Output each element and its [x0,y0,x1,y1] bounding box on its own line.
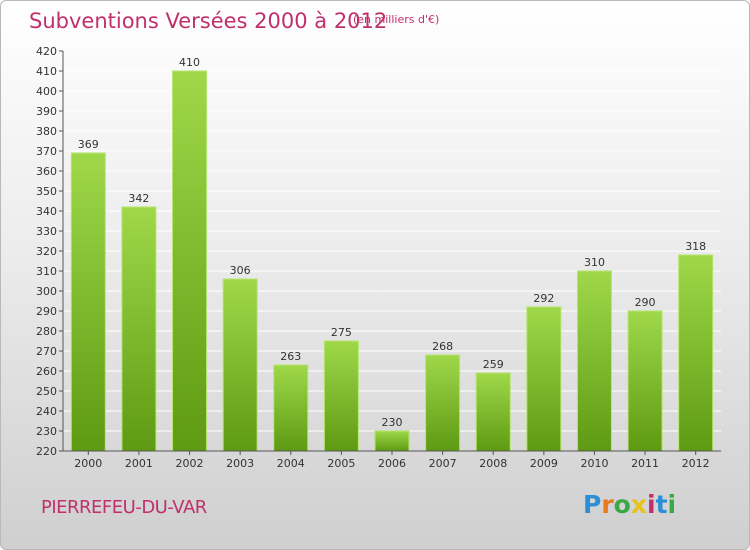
bar[interactable] [70,152,106,452]
y-axis: 220 230 240 250 260 270 280 290 300 310 320 330 340 3… [36,45,64,458]
x-tick-label: 2007 [429,457,457,470]
y-tick-label: 230 [36,425,57,438]
y-tick-label: 290 [36,305,57,318]
y-tick-label: 420 [36,45,57,58]
data-label: 268 [432,340,453,353]
data-label: 369 [78,138,99,151]
data-label: 410 [179,56,200,69]
chart-subtitle: (en milliers d'€) [353,13,440,26]
y-tick-label: 350 [36,185,57,198]
y-tick-label: 240 [36,405,57,418]
y-tick-label: 340 [36,205,57,218]
data-label: 310 [584,256,605,269]
chart-title: Subventions Versées 2000 à 2012 [29,9,388,33]
data-label: 230 [382,416,403,429]
y-tick-label: 320 [36,245,57,258]
logo-letter: o [613,490,631,519]
x-tick-label: 2012 [682,457,710,470]
bar[interactable] [374,430,410,452]
bar[interactable] [475,372,511,452]
data-label: 259 [483,358,504,371]
bar[interactable] [121,206,157,452]
x-tick-label: 2000 [74,457,102,470]
grid-lines [63,50,721,452]
data-label: 290 [635,296,656,309]
bar[interactable] [273,364,309,452]
data-label: 292 [533,292,554,305]
bar[interactable] [678,254,714,452]
data-label: 342 [128,192,149,205]
x-tick-label: 2009 [530,457,558,470]
y-tick-label: 260 [36,365,57,378]
y-tick-label: 250 [36,385,57,398]
y-tick-label: 370 [36,145,57,158]
x-tick-label: 2006 [378,457,406,470]
y-tick-label: 410 [36,65,57,78]
y-tick-label: 360 [36,165,57,178]
y-tick-label: 330 [36,225,57,238]
proxiti-logo[interactable]: Proxiti [583,490,676,519]
data-label: 263 [280,350,301,363]
logo-letter: i [647,490,656,519]
data-label: 306 [230,264,251,277]
y-tick-label: 310 [36,265,57,278]
y-tick-label: 280 [36,325,57,338]
bar[interactable] [222,278,258,452]
bar[interactable] [172,70,208,452]
logo-letter: r [601,490,614,519]
x-tick-label: 2004 [277,457,305,470]
x-tick-label: 2011 [631,457,659,470]
logo-letter: t [655,490,668,519]
x-tick-label: 2002 [176,457,204,470]
logo-letter: x [630,490,647,519]
x-tick-label: 2008 [479,457,507,470]
bar[interactable] [425,354,461,452]
y-tick-label: 300 [36,285,57,298]
data-label: 318 [685,240,706,253]
y-tick-label: 220 [36,445,57,458]
bar[interactable] [627,310,663,452]
logo-letter: i [667,490,677,519]
y-tick-label: 390 [36,105,57,118]
x-axis: 2000 2001 2002 2003 2004 2005 2006 2007 2008 2009… [63,450,721,470]
y-tick-label: 400 [36,85,57,98]
bar[interactable] [323,340,359,452]
commune-name: PIERREFEU-DU-VAR [41,497,207,518]
x-tick-label: 2005 [327,457,355,470]
data-label: 275 [331,326,352,339]
logo-letter: P [583,490,602,519]
bar[interactable] [526,306,562,452]
x-tick-label: 2010 [580,457,608,470]
bar[interactable] [576,270,612,452]
x-tick-label: 2003 [226,457,254,470]
y-tick-label: 270 [36,345,57,358]
x-tick-label: 2001 [125,457,153,470]
bars: 369 342 410 306 263 275 230 268 259 292 310 290 318 [70,56,714,452]
y-tick-label: 380 [36,125,57,138]
